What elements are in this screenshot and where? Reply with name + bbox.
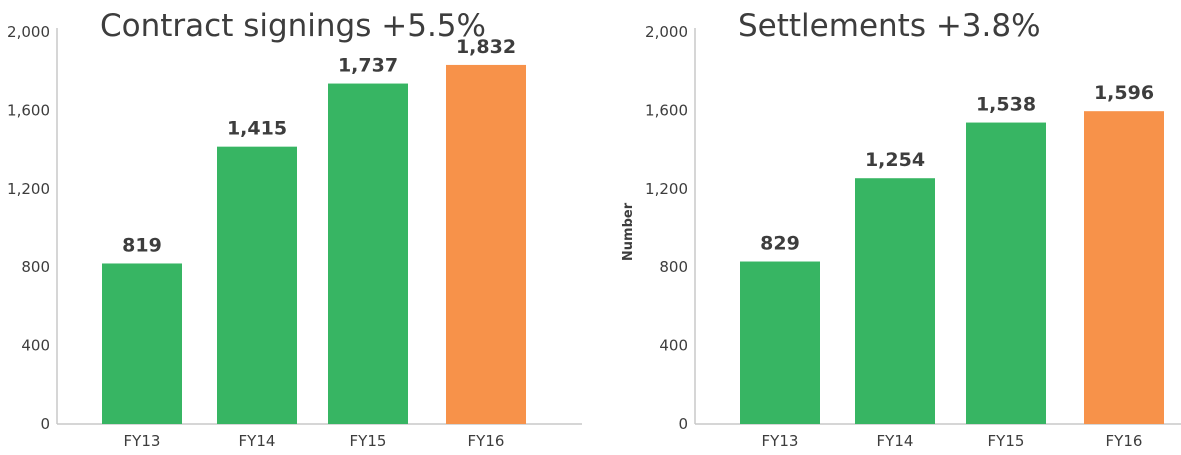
x-tick-label: FY16: [1106, 432, 1143, 450]
y-tick-label: 1,200: [7, 180, 50, 198]
data-label: 1,737: [338, 55, 398, 77]
bar-fy16: [446, 64, 526, 424]
y-tick-label: 0: [678, 415, 688, 433]
y-tick-label: 2,000: [645, 23, 688, 41]
data-label: 1,538: [976, 94, 1036, 116]
y-tick-label: 400: [21, 337, 50, 355]
x-tick-label: FY14: [877, 432, 914, 450]
data-label: 1,596: [1094, 82, 1154, 104]
x-tick-label: FY14: [239, 432, 276, 450]
bar-fy15: [328, 83, 408, 424]
y-tick-label: 1,600: [645, 101, 688, 119]
data-label: 1,254: [865, 149, 925, 171]
x-tick-label: FY15: [350, 432, 387, 450]
x-tick-label: FY13: [762, 432, 799, 450]
bar-fy13: [102, 263, 182, 424]
y-tick-label: 0: [40, 415, 50, 433]
bar-fy14: [855, 178, 935, 424]
bar-fy14: [217, 146, 297, 424]
chart-title: Contract signings +5.5%: [100, 8, 486, 44]
x-tick-label: FY15: [988, 432, 1025, 450]
y-tick-label: 800: [21, 258, 50, 276]
data-label: 1,415: [227, 118, 287, 140]
x-tick-label: FY13: [124, 432, 161, 450]
chart-settlements: Settlements +3.8% 0 400 800 1,200 1,600 2,000 N…: [621, 8, 1181, 450]
bar-fy15: [966, 122, 1046, 424]
y-axis-label: Number: [621, 202, 636, 261]
bar-fy13: [740, 261, 820, 424]
chart-contract-signings: Contract signings +5.5% 0 400 800 1,200 1,600…: [7, 8, 582, 450]
data-label: 1,832: [456, 36, 516, 58]
y-tick-label: 2,000: [7, 23, 50, 41]
data-label: 819: [122, 234, 162, 256]
y-tick-label: 1,600: [7, 101, 50, 119]
x-tick-label: FY16: [468, 432, 505, 450]
data-label: 829: [760, 233, 800, 255]
y-tick-label: 800: [659, 258, 688, 276]
chart-title: Settlements +3.8%: [738, 8, 1041, 44]
y-tick-label: 400: [659, 337, 688, 355]
y-tick-label: 1,200: [645, 180, 688, 198]
bar-fy16: [1084, 111, 1164, 425]
